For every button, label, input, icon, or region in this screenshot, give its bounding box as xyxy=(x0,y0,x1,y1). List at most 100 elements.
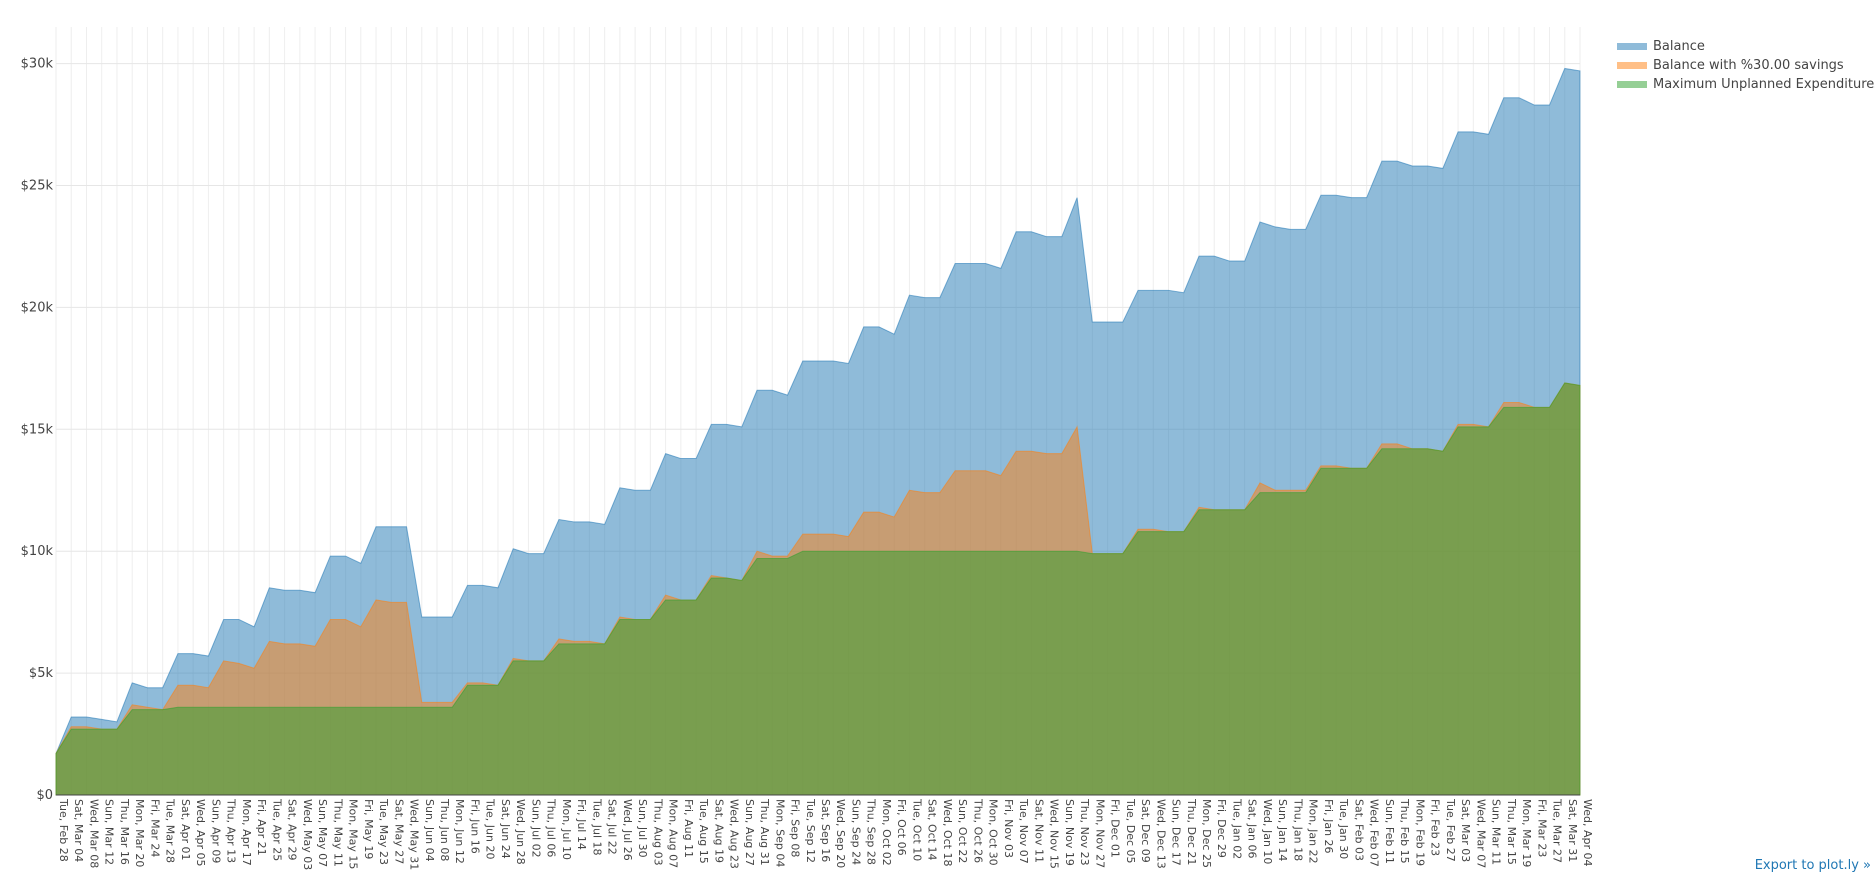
x-tick-label: Wed, Apr 04 xyxy=(1581,799,1594,867)
x-tick-label: Sat, Jan 06 xyxy=(1246,799,1259,858)
x-tick-label: Mon, Nov 27 xyxy=(1093,799,1106,868)
x-tick-label: Wed, Nov 15 xyxy=(1048,799,1061,869)
x-tick-label: Sat, Sep 16 xyxy=(819,799,832,862)
legend[interactable]: Balance Balance with %30.00 savings Maximu… xyxy=(1617,39,1875,92)
x-tick-label: Fri, Dec 01 xyxy=(1109,799,1122,858)
x-tick-label: Thu, Feb 15 xyxy=(1398,798,1411,864)
x-tick-label: Fri, Nov 03 xyxy=(1002,799,1015,858)
x-tick-label: Thu, Jul 06 xyxy=(545,798,558,857)
x-tick-label: Fri, Jan 26 xyxy=(1322,799,1335,854)
x-tick-label: Sat, Nov 11 xyxy=(1032,799,1045,863)
x-tick-label: Tue, Feb 27 xyxy=(1444,798,1457,862)
x-tick-label: Thu, Mar 15 xyxy=(1505,798,1518,865)
x-tick-label: Mon, Jan 22 xyxy=(1307,799,1320,864)
x-tick-label: Fri, Mar 23 xyxy=(1535,799,1548,857)
x-tick-label: Wed, Jan 10 xyxy=(1261,799,1274,864)
x-tick-label: Sun, Jan 14 xyxy=(1276,799,1289,861)
x-tick-label: Sun, Feb 11 xyxy=(1383,799,1396,864)
x-tick-label: Fri, Apr 21 xyxy=(255,799,268,856)
x-tick-label: Sat, May 27 xyxy=(392,799,405,864)
x-tick-label: Thu, Aug 03 xyxy=(651,798,664,866)
series-area-maximum-unplanned-expenditures xyxy=(55,382,1581,796)
x-tick-label: Wed, Oct 18 xyxy=(941,799,954,867)
x-tick-label: Sat, Jun 24 xyxy=(499,799,512,859)
x-tick-label: Sun, Jul 02 xyxy=(529,799,542,858)
x-tick-label: Fri, Feb 23 xyxy=(1429,799,1442,856)
y-tick-label: $5k xyxy=(29,666,54,681)
x-tick-label: Tue, Jul 18 xyxy=(590,798,603,856)
x-tick-label: Fri, Mar 24 xyxy=(148,799,161,857)
x-tick-label: Tue, Feb 28 xyxy=(57,798,70,862)
x-tick-label: Wed, Apr 05 xyxy=(194,799,207,867)
y-tick-label: $15k xyxy=(21,422,54,437)
y-tick-label: $25k xyxy=(21,178,54,193)
x-tick-label: Sat, Mar 03 xyxy=(1459,799,1472,862)
x-tick-label: Sun, Sep 24 xyxy=(849,799,862,865)
x-tick-label: Mon, May 15 xyxy=(347,799,360,869)
legend-swatch xyxy=(1617,81,1647,88)
x-tick-label: Tue, Mar 28 xyxy=(164,798,177,863)
x-tick-label: Mon, Sep 04 xyxy=(773,799,786,867)
x-tick-label: Thu, Jun 08 xyxy=(438,798,451,861)
x-tick-label: Sat, Jul 22 xyxy=(606,799,619,855)
x-tick-label: Mon, Oct 02 xyxy=(880,799,893,866)
x-tick-label: Tue, Jan 02 xyxy=(1230,798,1243,859)
x-tick-label: Tue, Nov 07 xyxy=(1017,798,1030,864)
export-to-plotly-link[interactable]: Export to plot.ly » xyxy=(1754,858,1871,873)
x-tick-label: Sun, Jun 04 xyxy=(423,799,436,862)
x-tick-label: Thu, Nov 23 xyxy=(1078,798,1091,866)
y-tick-label: $0 xyxy=(36,788,53,803)
x-tick-label: Sun, Mar 12 xyxy=(103,799,116,865)
x-tick-label: Tue, Jan 30 xyxy=(1337,798,1350,859)
x-tick-label: Thu, Jan 18 xyxy=(1291,798,1304,861)
x-tick-label: Sat, Mar 31 xyxy=(1566,799,1579,862)
x-tick-label: Fri, May 19 xyxy=(362,799,375,859)
legend-label: Balance xyxy=(1653,39,1705,54)
legend-swatch xyxy=(1617,62,1647,69)
x-tick-label: Thu, Oct 26 xyxy=(971,798,984,863)
x-tick-label: Sat, Feb 03 xyxy=(1352,799,1365,861)
y-tick-label: $10k xyxy=(21,544,54,559)
series-areas xyxy=(55,67,1581,796)
x-tick-label: Wed, May 03 xyxy=(301,799,314,870)
x-tick-label: Sun, May 07 xyxy=(316,799,329,867)
x-tick-label: Tue, Dec 05 xyxy=(1124,798,1137,864)
x-tick-label: Sat, Apr 01 xyxy=(179,799,192,861)
x-tick-label: Thu, Sep 28 xyxy=(865,798,878,865)
x-tick-label: Sun, Oct 22 xyxy=(956,799,969,863)
x-tick-label: Mon, Jul 10 xyxy=(560,799,573,860)
x-tick-label: Tue, May 23 xyxy=(377,798,390,865)
x-tick-label: Tue, Sep 12 xyxy=(804,798,817,863)
x-tick-label: Mon, Mar 20 xyxy=(133,799,146,867)
x-tick-label: Thu, May 11 xyxy=(331,798,344,867)
legend-label: Maximum Unplanned Expenditures xyxy=(1653,77,1875,92)
x-tick-label: Fri, Sep 08 xyxy=(789,799,802,857)
x-tick-label: Wed, Aug 23 xyxy=(728,799,741,869)
x-tick-label: Fri, Aug 11 xyxy=(682,799,695,858)
x-tick-label: Sun, Aug 27 xyxy=(743,799,756,866)
x-tick-label: Fri, Dec 29 xyxy=(1215,799,1228,858)
x-tick-label: Wed, Dec 13 xyxy=(1154,799,1167,869)
x-tick-label: Sat, Mar 04 xyxy=(72,799,85,862)
x-tick-label: Mon, Apr 17 xyxy=(240,799,253,866)
x-tick-label: Wed, Sep 20 xyxy=(834,799,847,868)
x-tick-label: Fri, Jul 14 xyxy=(575,799,588,850)
x-tick-label: Sat, Oct 14 xyxy=(926,799,939,861)
x-tick-label: Thu, Dec 21 xyxy=(1185,798,1198,865)
x-tick-label: Wed, May 31 xyxy=(408,799,421,870)
x-tick-label: Fri, Jun 16 xyxy=(468,799,481,854)
x-tick-label: Wed, Jun 28 xyxy=(514,799,527,865)
x-tick-label: Sat, Apr 29 xyxy=(286,799,299,861)
x-tick-label: Sun, Mar 11 xyxy=(1490,799,1503,865)
x-tick-label: Sun, Apr 09 xyxy=(209,799,222,863)
y-tick-label: $30k xyxy=(21,57,54,72)
x-tick-label: Thu, Mar 16 xyxy=(118,798,131,865)
x-tick-label: Wed, Jul 26 xyxy=(621,799,634,861)
x-tick-label: Wed, Mar 07 xyxy=(1474,799,1487,868)
legend-label: Balance with %30.00 savings xyxy=(1653,58,1844,73)
x-tick-label: Sat, Dec 09 xyxy=(1139,799,1152,863)
x-tick-label: Sun, Dec 17 xyxy=(1170,799,1183,866)
x-tick-label: Tue, Jun 20 xyxy=(484,798,497,859)
x-tick-label: Wed, Mar 08 xyxy=(87,799,100,868)
